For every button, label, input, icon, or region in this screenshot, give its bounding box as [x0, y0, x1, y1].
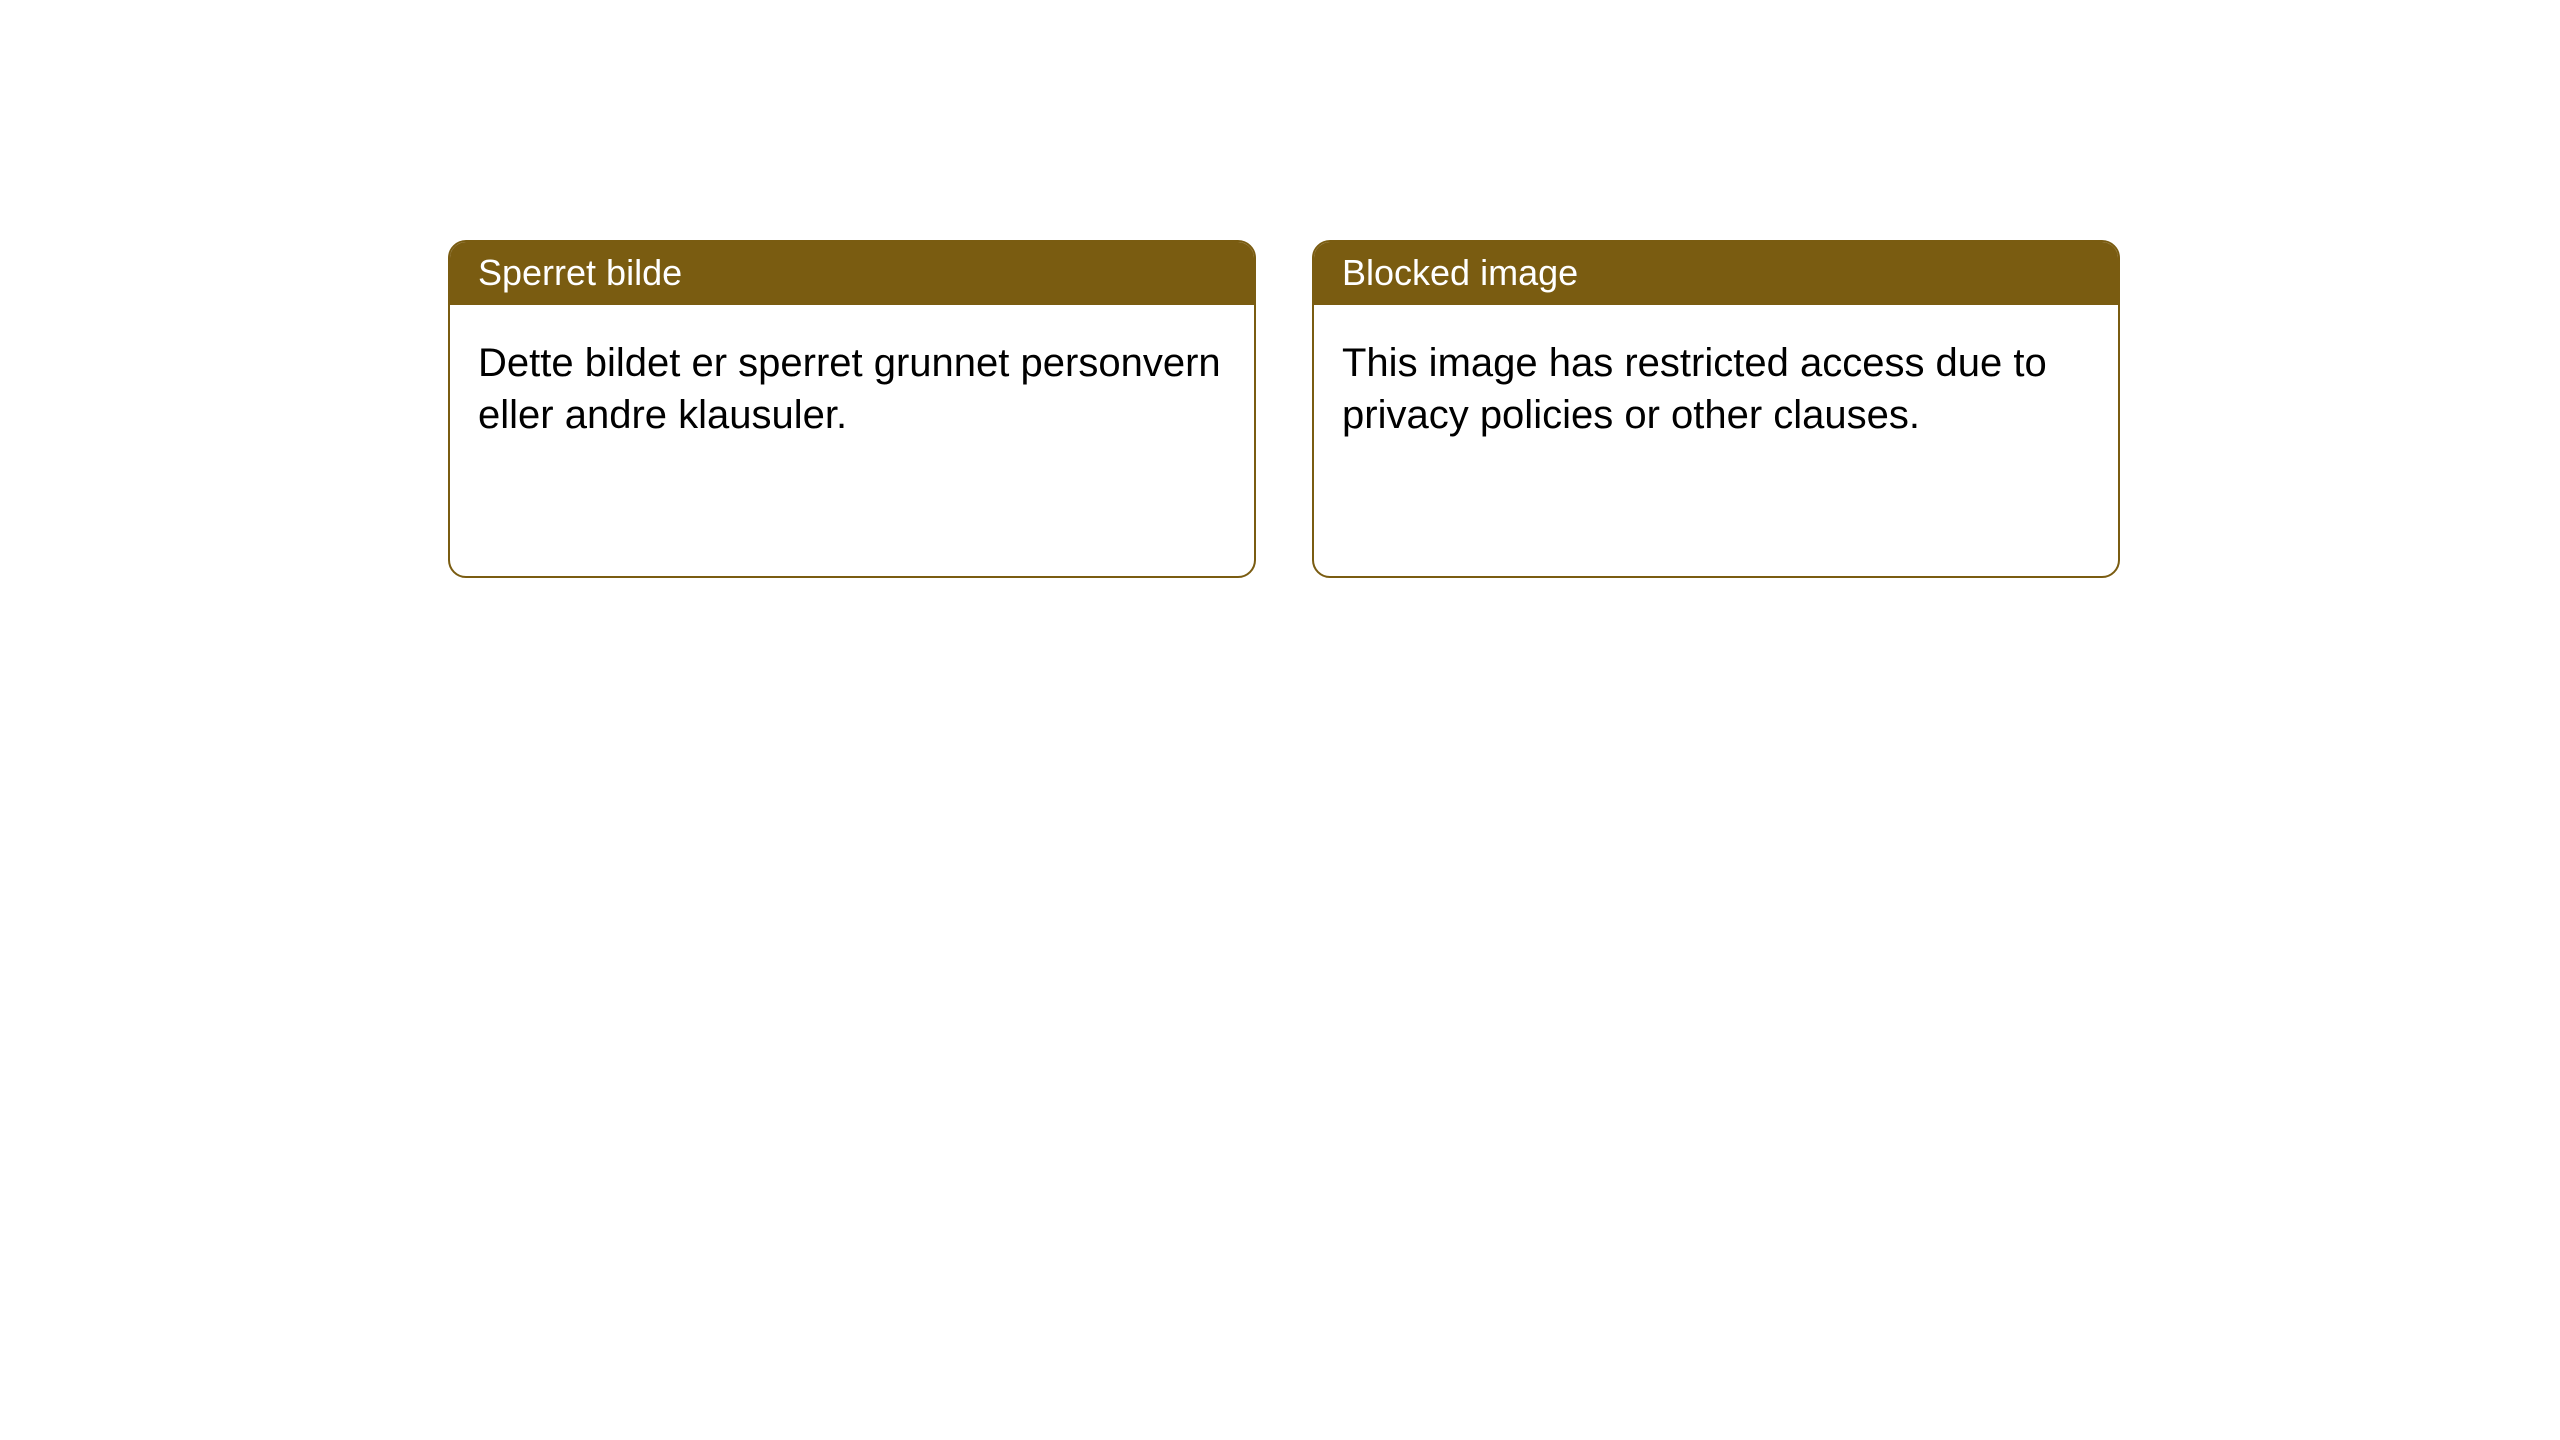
- notice-card-english: Blocked image This image has restricted …: [1312, 240, 2120, 578]
- notice-card-norwegian: Sperret bilde Dette bildet er sperret gr…: [448, 240, 1256, 578]
- notice-card-title: Sperret bilde: [450, 242, 1254, 305]
- notice-card-body: Dette bildet er sperret grunnet personve…: [450, 305, 1254, 473]
- notice-card-title: Blocked image: [1314, 242, 2118, 305]
- notice-card-container: Sperret bilde Dette bildet er sperret gr…: [0, 0, 2560, 578]
- notice-card-body: This image has restricted access due to …: [1314, 305, 2118, 473]
